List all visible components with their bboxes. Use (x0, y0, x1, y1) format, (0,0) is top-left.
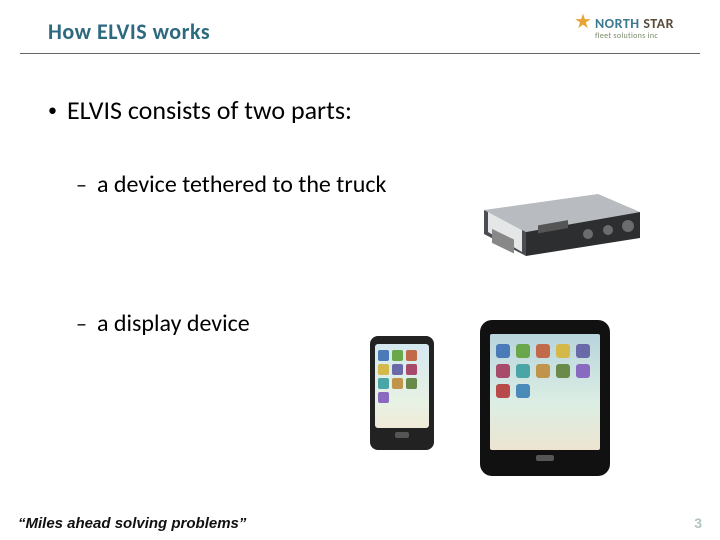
app-icon (556, 344, 570, 358)
bullet-level-1: • ELVIS consists of two parts: (48, 94, 680, 126)
slide-header: How ELVIS works ★ NORTH STAR fleet solut… (20, 0, 700, 54)
footer-tagline: “Miles ahead solving problems” (18, 515, 246, 532)
logo-brand: NORTH STAR (595, 17, 674, 32)
bullet-2-text: a display device (97, 309, 250, 338)
slide-footer: “Miles ahead solving problems” 3 (0, 506, 720, 540)
logo-text: NORTH STAR fleet solutions inc (595, 17, 674, 40)
app-icon (406, 350, 417, 361)
app-icon (516, 344, 530, 358)
phone-home-button (395, 432, 409, 438)
phone-screen (375, 344, 429, 428)
bullet-dot-icon: • (48, 94, 57, 126)
app-icon (496, 384, 510, 398)
app-icon (516, 384, 530, 398)
app-icon (556, 364, 570, 378)
app-icon (378, 364, 389, 375)
app-icon (576, 364, 590, 378)
app-icon (392, 378, 403, 389)
app-icon (406, 364, 417, 375)
logo-word-2: STAR (643, 15, 674, 32)
app-icon (406, 378, 417, 389)
company-logo: ★ NORTH STAR fleet solutions inc (574, 6, 694, 52)
page-number: 3 (694, 515, 702, 531)
app-icon (378, 392, 389, 403)
bullet-2-text: a device tethered to the truck (97, 170, 386, 199)
logo-subtitle: fleet solutions inc (595, 32, 674, 40)
tablet-home-button (536, 455, 554, 461)
tablet-image (480, 320, 610, 476)
app-icon (576, 344, 590, 358)
star-icon: ★ (574, 12, 592, 32)
app-icon (536, 364, 550, 378)
app-icon (392, 350, 403, 361)
telematics-device-image (478, 176, 648, 262)
app-icon (536, 344, 550, 358)
app-icon (496, 344, 510, 358)
bullet-1-text: ELVIS consists of two parts: (67, 94, 352, 126)
app-icon (378, 350, 389, 361)
app-icon (516, 364, 530, 378)
logo-word-1: NORTH (595, 15, 640, 32)
app-icon (378, 378, 389, 389)
app-icon (496, 364, 510, 378)
app-icon (392, 364, 403, 375)
dash-icon: – (76, 171, 87, 198)
tablet-screen (490, 334, 600, 450)
smartphone-image (370, 336, 434, 450)
dash-icon: – (76, 310, 87, 337)
